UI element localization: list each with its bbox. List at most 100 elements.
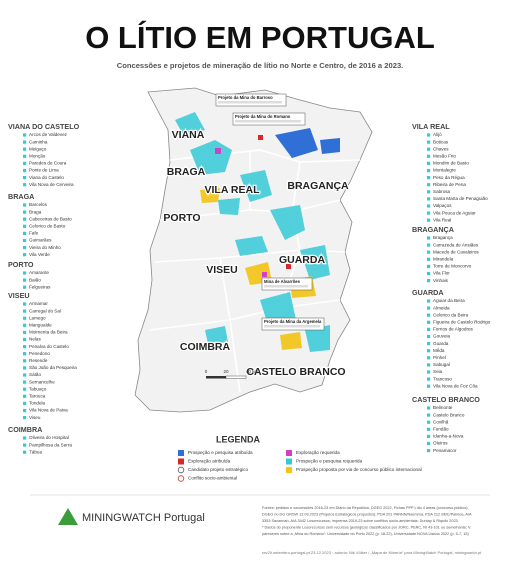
district-heading: VISEU bbox=[8, 291, 30, 300]
subtitle: Concessões e projetos de mineração de lí… bbox=[117, 61, 404, 70]
bullet bbox=[427, 204, 431, 208]
bullet bbox=[23, 203, 27, 207]
district-heading: BRAGA bbox=[8, 192, 34, 201]
footer: MININGWATCH Portugal rev29.setembro.port… bbox=[30, 494, 490, 555]
bullet bbox=[427, 140, 431, 144]
bullet bbox=[23, 443, 27, 447]
bullet bbox=[23, 316, 27, 320]
bullet bbox=[23, 253, 27, 257]
municipality: Idanha-a-Nova bbox=[433, 434, 464, 439]
bullet bbox=[23, 176, 27, 180]
municipality: Vila Pouca de Aguiar bbox=[433, 210, 476, 215]
municipality: Montalegre bbox=[433, 168, 456, 173]
map-label: BRAGA bbox=[167, 166, 206, 178]
municipality: Tabuaço bbox=[29, 386, 47, 391]
municipality: Lamego bbox=[29, 315, 46, 320]
district-heading: CASTELO BRANCO bbox=[412, 395, 480, 404]
legend-symbol bbox=[177, 475, 185, 482]
district-heading: PORTO bbox=[8, 260, 34, 269]
municipality: Viana do Castelo bbox=[29, 175, 64, 180]
district-heading: BRAGANÇA bbox=[412, 225, 454, 234]
municipality: Vieira do Minho bbox=[29, 245, 61, 250]
municipality: Vila Verde bbox=[29, 252, 50, 257]
municipality: Amarante bbox=[29, 270, 49, 275]
bullet bbox=[23, 366, 27, 370]
legend-label: Prospeção e pesquisa atribuída bbox=[188, 450, 253, 455]
bullet bbox=[427, 370, 431, 374]
municipality: Barcelos bbox=[29, 202, 48, 207]
municipality: Caminha bbox=[29, 139, 48, 144]
bullet bbox=[427, 449, 431, 453]
callout-title: Mina de Alvarrões bbox=[264, 279, 301, 284]
bullet bbox=[23, 337, 27, 342]
bullet bbox=[23, 394, 27, 398]
municipality: Felgueiras bbox=[29, 284, 51, 289]
bullet bbox=[427, 211, 431, 215]
scale-label: 40 km bbox=[246, 369, 259, 374]
municipality: Covilhã bbox=[433, 419, 449, 424]
bullet bbox=[427, 183, 431, 187]
municipality: Mondim de Basto bbox=[433, 161, 469, 166]
municipality: Vinhais bbox=[433, 278, 449, 283]
bullet bbox=[427, 257, 431, 261]
district-heading: GUARDA bbox=[412, 288, 444, 297]
bullet bbox=[23, 323, 27, 327]
bullet bbox=[427, 236, 431, 240]
bullet bbox=[427, 363, 431, 367]
municipality: Melgaço bbox=[29, 146, 47, 151]
bullet bbox=[23, 224, 27, 228]
requested-areas bbox=[175, 112, 330, 352]
legend-swatch bbox=[178, 450, 184, 456]
bullet bbox=[23, 416, 27, 420]
municipality: Chaves bbox=[433, 146, 449, 151]
map-label: VISEU bbox=[206, 264, 238, 276]
municipality: Mesão Frio bbox=[433, 154, 456, 159]
bullet bbox=[23, 408, 27, 413]
municipality: Cabeceiras de Basto bbox=[29, 216, 72, 221]
callout-line bbox=[218, 101, 282, 104]
municipality: Oliveira do Hospital bbox=[29, 435, 69, 440]
municipality: Tondela bbox=[29, 401, 46, 406]
credit: rev29.setembro.portugal.pt 23.12.2023 · … bbox=[262, 550, 482, 555]
sources: pareceres sobre a „Mina do Romano“: Univ… bbox=[262, 532, 469, 536]
bullet bbox=[427, 320, 431, 324]
municipality: Mirandela bbox=[433, 257, 454, 262]
exploitation-requested bbox=[215, 148, 267, 277]
municipality: Bragança bbox=[433, 235, 453, 240]
bullet bbox=[427, 243, 431, 247]
bullet bbox=[427, 327, 431, 331]
bullet bbox=[23, 309, 27, 313]
municipality: Armamar bbox=[29, 301, 48, 306]
bullet bbox=[427, 279, 431, 283]
logo bbox=[58, 508, 78, 525]
map-label: CASTELO BRANCO bbox=[246, 366, 345, 378]
map-label: PORTO bbox=[163, 212, 200, 224]
map bbox=[134, 87, 373, 413]
map-label: COIMBRA bbox=[180, 341, 231, 353]
municipality: Carregal do Sal bbox=[29, 308, 61, 313]
municipality: Resende bbox=[29, 358, 48, 363]
bullet bbox=[427, 190, 431, 194]
callout-title: Projeto da Mina do Barroso bbox=[218, 95, 273, 100]
legend-swatch bbox=[286, 458, 292, 465]
bullet bbox=[427, 264, 431, 268]
municipality: Mêda bbox=[433, 348, 445, 353]
callout-line bbox=[264, 325, 320, 328]
municipality: Alijó bbox=[433, 132, 442, 137]
municipality: Celorico de Basto bbox=[29, 224, 66, 229]
map-label: VIANA bbox=[172, 129, 205, 141]
municipality: Baião bbox=[29, 277, 41, 282]
municipality: Macedo de Cavaleiros bbox=[433, 249, 479, 254]
legend-label: Exploração requerida bbox=[296, 450, 340, 455]
municipality: Seia bbox=[433, 369, 443, 374]
municipality: Guimarães bbox=[29, 238, 52, 243]
bullet bbox=[427, 218, 431, 222]
bullet bbox=[427, 133, 431, 137]
bullet bbox=[23, 147, 27, 151]
map-label: BRAGANÇA bbox=[287, 180, 349, 192]
municipality: Ponte de Lima bbox=[29, 168, 59, 173]
municipality: Tábua bbox=[29, 449, 42, 454]
municipality: Carrazeda de Ansiães bbox=[433, 242, 479, 247]
bullet bbox=[23, 352, 27, 356]
